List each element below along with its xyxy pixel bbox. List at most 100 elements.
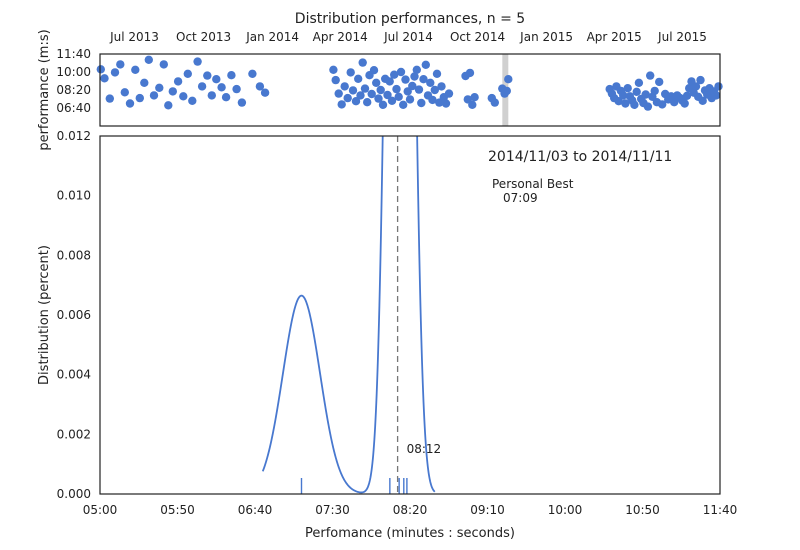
timeline-panel: Jul 2013 Oct 2013 Jan 2014 Apr 2014 Jul 2014…: [56, 30, 723, 127]
timeline-point: [140, 78, 149, 88]
timeline-point: [334, 89, 343, 98]
timeline-point: [417, 98, 426, 108]
timeline-point: [159, 60, 168, 69]
timeline-point: [248, 69, 257, 79]
timeline-point: [374, 94, 383, 103]
timeline-point: [504, 75, 513, 84]
timeline-point: [96, 65, 106, 74]
timeline-point: [179, 92, 188, 101]
timeline-point: [470, 93, 479, 102]
timeline-point: [655, 77, 664, 87]
timeline-y-tick-label: 08:20: [56, 83, 91, 97]
distribution-y-tick-label: 0.012: [57, 129, 91, 143]
timeline-point: [120, 88, 129, 97]
timeline-points: [96, 55, 723, 111]
distribution-plot-area: [100, 136, 720, 494]
timeline-x-tick-label: Oct 2014: [450, 30, 505, 44]
timeline-point: [401, 75, 410, 84]
timeline-point: [432, 69, 442, 79]
timeline-point: [354, 74, 363, 84]
distribution-x-axis-label: Perfomance (minutes : seconds): [305, 526, 515, 541]
timeline-x-ticks: Jul 2013 Oct 2013 Jan 2014 Apr 2014 Jul 2014…: [109, 30, 707, 44]
timeline-point: [346, 68, 355, 77]
timeline-point: [343, 93, 352, 103]
timeline-point: [641, 90, 650, 99]
timeline-point: [212, 75, 221, 84]
figure-title: Distribution performances, n = 5: [295, 11, 525, 27]
timeline-point: [383, 90, 392, 100]
timeline-point: [131, 65, 140, 75]
timeline-point: [680, 99, 689, 108]
distribution-x-tick-label: 11:40: [703, 503, 738, 517]
date-range-label: 2014/11/03 to 2014/11/11: [488, 149, 672, 165]
timeline-point: [358, 58, 367, 67]
personal-best-label: Personal Best: [492, 177, 574, 191]
timeline-point: [468, 100, 477, 110]
timeline-point: [421, 60, 430, 69]
timeline-x-tick-label: Jul 2015: [657, 30, 707, 44]
timeline-point: [188, 96, 197, 106]
timeline-point: [351, 97, 361, 106]
distribution-y-tick-label: 0.010: [57, 189, 91, 203]
timeline-point: [419, 75, 428, 84]
timeline-point: [437, 82, 446, 91]
timeline-point: [197, 82, 207, 91]
timeline-point: [502, 86, 511, 96]
timeline-point: [698, 96, 707, 106]
timeline-point: [135, 93, 144, 103]
timeline-point: [643, 102, 653, 111]
timeline-point: [405, 95, 415, 104]
distribution-y-tick-label: 0.002: [57, 427, 91, 441]
distribution-x-tick-label: 10:00: [548, 503, 583, 517]
timeline-point: [207, 91, 216, 100]
timeline-point: [490, 98, 499, 107]
timeline-y-tick-label: 10:00: [56, 65, 91, 79]
timeline-point: [614, 97, 623, 106]
distribution-x-tick-label: 05:00: [83, 503, 118, 517]
timeline-x-tick-label: Apr 2015: [587, 30, 642, 44]
timeline-point: [696, 75, 705, 85]
timeline-point: [691, 82, 701, 91]
timeline-point: [426, 78, 435, 88]
timeline-point: [356, 91, 365, 100]
timeline-point: [376, 85, 385, 95]
timeline-point: [149, 91, 159, 100]
timeline-point: [714, 82, 723, 91]
timeline-point: [634, 78, 644, 88]
timeline-x-tick-label: Jul 2014: [383, 30, 433, 44]
timeline-point: [621, 99, 630, 108]
timeline-x-tick-label: Jan 2015: [519, 30, 573, 44]
timeline-point: [414, 85, 424, 94]
timeline-point: [110, 68, 120, 77]
distribution-y-tick-label: 0.004: [57, 368, 91, 382]
timeline-point: [428, 95, 437, 105]
timeline-point: [155, 83, 164, 93]
distribution-panel: 05:00 05:50 06:40 07:30 08:20 09:10 10:00 10:50…: [57, 129, 738, 517]
timeline-point: [650, 86, 659, 96]
timeline-point: [630, 100, 639, 110]
timeline-point: [360, 84, 370, 93]
distribution-y-axis-label: Distribution (percent): [37, 245, 52, 385]
timeline-point: [399, 100, 408, 110]
distribution-x-tick-label: 06:40: [238, 503, 273, 517]
timeline-point: [116, 60, 125, 69]
median-label: 08:12: [407, 442, 442, 456]
timeline-point: [410, 72, 419, 81]
timeline-point: [396, 67, 406, 77]
timeline-point: [255, 82, 265, 91]
timeline-point: [203, 71, 212, 80]
timeline-point: [237, 98, 247, 107]
distribution-frame: [99, 135, 721, 495]
timeline-point: [441, 99, 451, 108]
timeline-point: [372, 78, 381, 88]
timeline-point: [348, 86, 358, 95]
distribution-y-tick-label: 0.000: [57, 487, 91, 501]
timeline-point: [632, 87, 641, 97]
timeline-point: [164, 101, 173, 110]
timeline-x-tick-label: Jul 2013: [109, 30, 159, 44]
timeline-frame: [99, 53, 721, 127]
timeline-point: [444, 89, 454, 98]
timeline-point: [390, 70, 399, 79]
timeline-point: [430, 85, 439, 95]
timeline-point: [712, 91, 721, 100]
